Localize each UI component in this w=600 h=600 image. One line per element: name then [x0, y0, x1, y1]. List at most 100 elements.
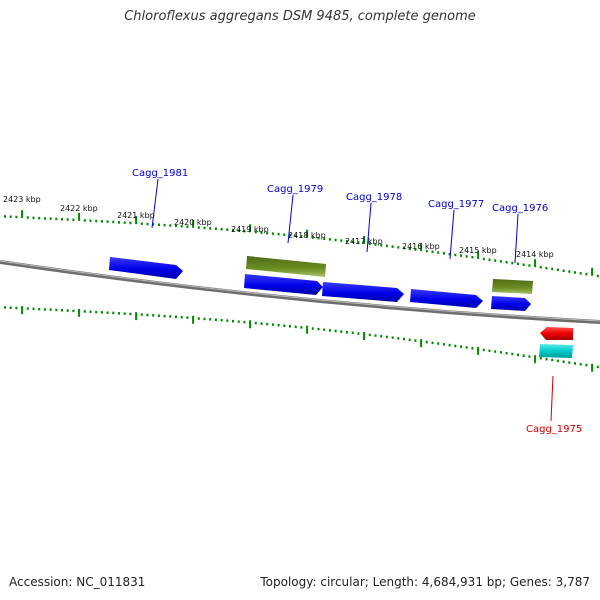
minor-tick: [551, 358, 554, 362]
genome-title: Chloroflexus aggregans DSM 9485, complet…: [124, 9, 476, 24]
minor-tick: [460, 254, 462, 257]
minor-tick: [106, 220, 109, 223]
minor-tick: [437, 251, 440, 254]
minor-tick: [408, 247, 411, 251]
minor-tick: [163, 223, 166, 227]
minor-tick: [140, 313, 143, 316]
minor-tick: [425, 249, 428, 253]
minor-tick: [556, 268, 559, 272]
minor-tick: [55, 308, 58, 312]
cds-arrow-cagg-1978[interactable]: [322, 282, 404, 302]
minor-tick: [494, 350, 497, 353]
gene-label-cagg-1978[interactable]: Cagg_1978: [346, 192, 402, 203]
major-tick: [534, 259, 537, 268]
minor-tick: [368, 242, 371, 246]
minor-tick: [357, 332, 360, 335]
minor-tick: [442, 343, 445, 346]
minor-tick: [556, 359, 559, 363]
minor-tick: [118, 312, 120, 315]
minor-tick: [574, 362, 576, 365]
feature-cyan-cagg-1975[interactable]: [539, 344, 573, 358]
major-tick: [420, 243, 423, 252]
minor-tick: [317, 236, 320, 240]
cds-arrow-cagg-1975[interactable]: [540, 327, 573, 340]
minor-tick: [237, 229, 240, 232]
gene-leader-line: [287, 194, 294, 244]
minor-tick: [289, 234, 291, 237]
minor-tick: [311, 236, 314, 239]
major-tick: [21, 210, 24, 219]
minor-tick: [146, 313, 149, 317]
cds-arrow-cagg-1981[interactable]: [109, 257, 183, 279]
minor-tick: [494, 259, 497, 262]
major-tick: [420, 339, 423, 348]
major-tick: [363, 236, 366, 244]
minor-tick: [271, 232, 274, 235]
minor-tick: [471, 256, 474, 259]
minor-tick: [568, 270, 571, 273]
minor-tick: [585, 272, 588, 276]
minor-tick: [260, 231, 263, 234]
minor-tick: [266, 231, 269, 235]
minor-tick: [380, 244, 383, 247]
major-tick: [249, 224, 252, 233]
major-tick: [78, 308, 81, 317]
minor-tick: [237, 320, 240, 323]
cds-arrow-cagg-1979[interactable]: [244, 274, 323, 295]
minor-tick: [317, 327, 320, 331]
minor-tick: [43, 217, 46, 220]
minor-tick: [574, 271, 576, 274]
minor-tick: [186, 316, 189, 319]
minor-tick: [254, 230, 257, 234]
cds-arrow-cagg-1977[interactable]: [410, 289, 483, 308]
minor-tick: [26, 307, 29, 310]
minor-tick: [214, 227, 217, 230]
feature-olive-cagg-1979[interactable]: [246, 256, 326, 277]
minor-tick: [157, 223, 160, 226]
minor-tick: [203, 317, 206, 321]
gene-label-cagg-1975[interactable]: Cagg_1975: [526, 424, 582, 435]
minor-tick: [123, 312, 126, 315]
gene-leader-line: [449, 209, 455, 260]
minor-tick: [505, 352, 508, 355]
minor-tick: [528, 355, 531, 358]
minor-tick: [334, 238, 337, 242]
minor-tick: [95, 219, 98, 223]
minor-tick: [300, 326, 303, 329]
scale-label: 2421 kbp: [117, 211, 155, 220]
minor-tick: [277, 232, 280, 236]
scale-label: 2423 kbp: [3, 195, 41, 204]
minor-tick: [283, 324, 286, 327]
genome-backbone-highlight: [0, 260, 600, 322]
minor-tick: [289, 325, 291, 328]
gene-label-cagg-1981[interactable]: Cagg_1981: [132, 168, 188, 179]
minor-tick: [448, 343, 451, 347]
scale-label: 2417 kbp: [345, 237, 383, 246]
minor-tick: [511, 261, 514, 265]
minor-tick: [528, 264, 531, 267]
minor-tick: [72, 218, 75, 222]
minor-tick: [448, 252, 451, 256]
minor-tick: [49, 217, 52, 220]
cds-arrow-cagg-1976[interactable]: [491, 296, 531, 311]
feature-olive-cagg-1976[interactable]: [492, 279, 533, 294]
gene-label-cagg-1976[interactable]: Cagg_1976: [492, 203, 548, 214]
minor-tick: [482, 348, 485, 352]
minor-tick: [357, 241, 360, 244]
major-tick: [591, 267, 594, 276]
minor-tick: [9, 215, 12, 218]
accession-label: Accession: NC_011831: [9, 575, 146, 589]
minor-tick: [522, 354, 525, 357]
minor-tick: [163, 314, 166, 318]
minor-tick: [186, 225, 189, 228]
minor-tick: [596, 274, 599, 278]
gene-label-cagg-1977[interactable]: Cagg_1977: [428, 199, 484, 210]
gene-label-cagg-1979[interactable]: Cagg_1979: [267, 184, 323, 195]
minor-tick: [300, 235, 303, 238]
minor-tick: [442, 252, 445, 255]
minor-tick: [323, 237, 326, 240]
minor-tick: [397, 246, 400, 249]
major-tick: [192, 315, 195, 324]
minor-tick: [89, 310, 92, 313]
